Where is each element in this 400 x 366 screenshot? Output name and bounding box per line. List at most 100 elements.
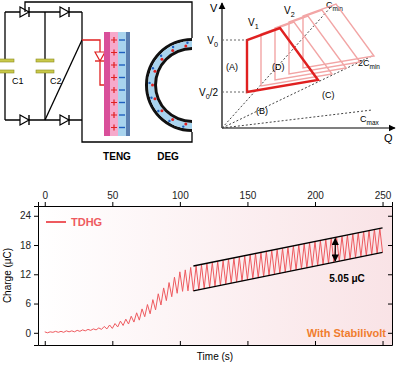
charge-dot <box>160 58 163 61</box>
tick-mark <box>34 333 38 334</box>
plus-sign <box>111 125 117 131</box>
charge-dot <box>172 46 174 48</box>
tick-mark <box>180 202 181 206</box>
tick-mark <box>180 341 181 345</box>
wire <box>44 73 45 120</box>
tick-mark <box>34 304 38 305</box>
capacitor-plate <box>36 70 54 73</box>
axis-title: Time (s) <box>197 351 233 362</box>
charge-dot <box>160 109 163 112</box>
minus-sign <box>119 89 125 90</box>
minus-sign <box>119 127 125 128</box>
teng-positive-layer <box>110 32 118 136</box>
tick-label: 250 <box>375 190 392 201</box>
tick-label: 0 <box>42 190 48 201</box>
tick-mark <box>315 341 316 345</box>
tick-mark <box>247 341 248 345</box>
diode-body <box>20 115 29 125</box>
x-axis-bottom <box>39 341 393 346</box>
tick-mark <box>112 202 113 206</box>
tick <box>180 341 181 345</box>
plus-sign <box>111 112 117 118</box>
tick-mark <box>383 341 384 345</box>
charge-dot <box>171 49 174 52</box>
minus-sign <box>119 114 125 115</box>
label-base: 2C <box>358 58 370 68</box>
axis-label: Q <box>384 132 393 144</box>
tick-label: 18 <box>20 240 32 251</box>
tick-mark <box>388 304 392 305</box>
diode-body <box>60 7 69 17</box>
circuit: C1C2TENGDEG <box>0 2 192 162</box>
tick: 12 <box>20 269 38 280</box>
teng-electrode <box>126 32 130 136</box>
y-axis-right <box>388 207 393 346</box>
wire <box>4 12 5 59</box>
tick-label: 6 <box>25 298 31 309</box>
label-sub: 0 <box>214 40 218 49</box>
legend: TDHG <box>46 216 102 228</box>
axis-line <box>39 202 393 207</box>
tick <box>388 274 392 275</box>
plus-sign <box>111 100 117 106</box>
guide-line <box>222 92 247 93</box>
double-arrow <box>335 238 336 261</box>
tick: 6 <box>25 298 38 309</box>
tick-mark <box>247 202 248 206</box>
charge-dot <box>153 97 156 100</box>
vq-diagram: VQCmin2CminCmaxV0V0/2V1V2(A)(B)(C)(D) <box>199 0 395 144</box>
axis-title: Charge (μC) <box>2 248 13 303</box>
label: V2 <box>284 5 295 19</box>
envelope-line <box>193 228 382 266</box>
charge-dot <box>150 96 152 98</box>
v-axis <box>221 3 222 128</box>
tick: 24 <box>20 210 38 221</box>
tick <box>45 341 46 345</box>
plus-sign <box>111 37 117 43</box>
charge-dot <box>151 84 154 87</box>
diode-bar <box>28 115 29 125</box>
label-sub: 1 <box>255 22 259 31</box>
charge-dot <box>184 44 187 47</box>
tick <box>383 341 384 345</box>
tick <box>388 216 392 217</box>
wire <box>45 40 82 120</box>
axis-line <box>392 207 393 346</box>
guide-line <box>222 40 247 41</box>
tick: 50 <box>107 190 119 206</box>
legend-label: TDHG <box>71 216 102 228</box>
label-sub: max <box>367 119 380 126</box>
wire <box>5 11 82 12</box>
capacitance-line <box>222 110 372 128</box>
label: V0 <box>207 35 218 49</box>
legend-swatch <box>46 221 66 223</box>
diode <box>60 7 69 17</box>
diode-bar <box>95 60 105 61</box>
plus-sign <box>111 62 117 68</box>
wire <box>100 62 104 85</box>
charge-dot <box>157 110 159 112</box>
tick-mark <box>315 202 316 206</box>
wire <box>81 12 82 120</box>
tick: 0 <box>25 328 38 339</box>
tick-mark <box>34 245 38 246</box>
x-axis-top: 050100150200250 <box>39 190 393 207</box>
capacitance-line <box>222 8 330 128</box>
deg-electrode <box>145 38 192 132</box>
capacitor-plate <box>0 70 14 73</box>
diode <box>95 52 105 61</box>
deg-dielectric <box>148 41 192 129</box>
stage-label: (D) <box>272 62 285 72</box>
label: 2Cmin <box>358 58 380 70</box>
charge-dot <box>160 55 162 57</box>
deg-label: DEG <box>157 151 179 162</box>
tick <box>315 341 316 345</box>
tick <box>388 304 392 305</box>
diode <box>20 115 29 125</box>
diode-body <box>60 115 69 125</box>
diode-bar <box>28 7 29 17</box>
wire <box>44 12 45 59</box>
wire <box>5 119 82 120</box>
tick <box>247 341 248 345</box>
tick-mark <box>388 333 392 334</box>
